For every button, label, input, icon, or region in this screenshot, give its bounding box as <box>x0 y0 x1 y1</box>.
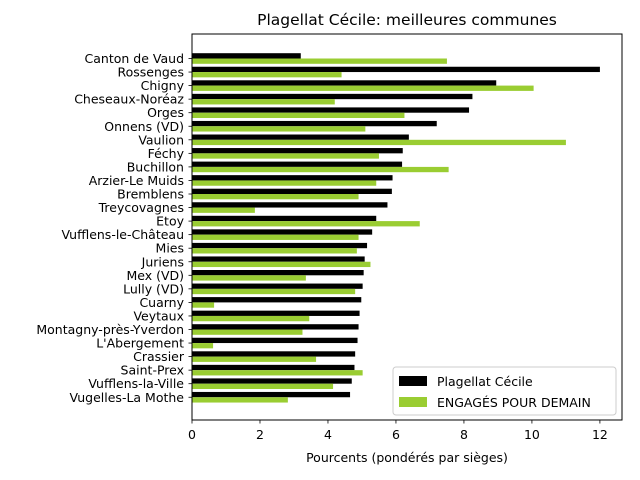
y-tick-label: Cheseaux-Noréaz <box>74 92 184 107</box>
bar-plagellat-23 <box>192 364 355 371</box>
bar-engages-19 <box>192 315 310 322</box>
bar-plagellat-17 <box>192 283 363 289</box>
x-tick-label: 10 <box>524 427 540 442</box>
x-tick-label: 2 <box>256 427 264 442</box>
y-tick-label: Féchy <box>148 146 185 161</box>
legend-swatch-plagellat <box>399 376 427 386</box>
bar-engages-23 <box>192 370 363 376</box>
bar-plagellat-18 <box>192 297 362 303</box>
bar-engages-24 <box>192 383 334 389</box>
bar-engages-13 <box>192 234 359 240</box>
y-tick-label: Juriens <box>141 254 184 269</box>
bar-engages-20 <box>192 329 303 335</box>
y-tick-label: Rossenges <box>117 65 184 80</box>
y-tick-label: Saint-Prex <box>121 363 184 378</box>
x-tick-label: 12 <box>592 427 608 442</box>
bar-plagellat-13 <box>192 229 373 235</box>
y-tick-label: Onnens (VD) <box>104 119 184 134</box>
y-tick-label: Canton de Vaud <box>85 51 184 66</box>
bar-engages-3 <box>192 99 335 105</box>
y-tick-label: Mex (VD) <box>126 268 184 283</box>
y-tick-label: Bremblens <box>117 187 184 202</box>
bar-plagellat-5 <box>192 120 437 127</box>
x-axis-title: Pourcents (pondérés par sièges) <box>306 450 508 465</box>
y-tick-label: Chigny <box>141 78 185 93</box>
chart-title: Plagellat Cécile: meilleures communes <box>257 11 557 29</box>
axes-frame <box>191 33 623 421</box>
bar-plagellat-12 <box>192 215 377 222</box>
bar-engages-0 <box>192 58 447 64</box>
bar-engages-5 <box>192 126 366 132</box>
bar-plagellat-11 <box>192 202 388 208</box>
bar-engages-12 <box>192 221 420 227</box>
x-axis: 0 2 4 6 8 10 12 <box>188 420 608 442</box>
bar-plagellat-21 <box>192 337 358 344</box>
y-tick-label: Arzier-Le Muids <box>89 173 184 188</box>
bar-plagellat-24 <box>192 378 352 384</box>
bar-plagellat-20 <box>192 324 359 330</box>
bar-plagellat-19 <box>192 310 360 316</box>
legend-label-engages: ENGAGÉS POUR DEMAIN <box>437 395 591 410</box>
bar-engages-15 <box>192 261 371 268</box>
bar-engages-17 <box>192 288 356 295</box>
bar-plagellat-4 <box>192 107 470 113</box>
y-tick-label: Treycovagnes <box>98 200 184 215</box>
bar-plagellat-14 <box>192 242 368 249</box>
y-tick-label: Lully (VD) <box>123 281 184 296</box>
bar-plagellat-6 <box>192 134 409 140</box>
bar-plagellat-2 <box>192 80 497 86</box>
legend-swatch-engages <box>399 397 427 407</box>
bar-engages-11 <box>192 207 255 213</box>
x-tick-label: 8 <box>460 427 468 442</box>
bar-plagellat-7 <box>192 148 403 154</box>
bar-engages-21 <box>192 343 214 349</box>
bar-engages-7 <box>192 153 379 159</box>
legend-label-plagellat: Plagellat Cécile <box>437 374 533 389</box>
y-tick-label: Vufflens-le-Château <box>61 227 184 242</box>
bar-plagellat-25 <box>192 391 351 398</box>
y-tick-label: Orges <box>147 105 184 120</box>
bar-engages-6 <box>192 139 566 146</box>
bar-engages-4 <box>192 112 405 118</box>
y-axis: Canton de VaudRossengesChignyCheseaux-No… <box>36 51 192 405</box>
bar-plagellat-15 <box>192 256 365 262</box>
legend: Plagellat Cécile ENGAGÉS POUR DEMAIN <box>392 366 617 416</box>
bar-engages-8 <box>192 166 449 173</box>
bar-plagellat-16 <box>192 270 364 276</box>
plot-area <box>192 53 600 403</box>
bar-engages-18 <box>192 302 215 308</box>
bar-engages-10 <box>192 194 359 200</box>
x-tick-label: 4 <box>324 427 332 442</box>
bar-plagellat-1 <box>192 66 600 73</box>
bar-engages-1 <box>192 72 342 78</box>
bar-plagellat-22 <box>192 351 356 357</box>
y-tick-label: Cuarny <box>139 295 184 310</box>
bar-plagellat-0 <box>192 53 301 59</box>
bar-plagellat-10 <box>192 188 392 194</box>
bar-plagellat-3 <box>192 93 473 100</box>
y-tick-label: Vaulion <box>138 132 184 147</box>
y-tick-label: Mies <box>156 241 184 256</box>
y-tick-label: Montagny-près-Yverdon <box>36 322 184 337</box>
bar-engages-25 <box>192 397 288 403</box>
y-tick-label: Etoy <box>156 214 184 229</box>
bar-engages-22 <box>192 356 317 362</box>
y-tick-label: Vufflens-la-Ville <box>88 376 184 391</box>
y-tick-label: L'Abergement <box>96 336 184 351</box>
y-tick-label: Vugelles-La Mothe <box>70 390 185 405</box>
y-tick-label: Buchillon <box>127 159 184 174</box>
bar-engages-14 <box>192 248 357 254</box>
bar-plagellat-8 <box>192 161 403 167</box>
x-tick-label: 0 <box>188 427 196 442</box>
bar-engages-9 <box>192 180 377 186</box>
legend-frame <box>392 366 617 416</box>
bar-plagellat-9 <box>192 175 393 181</box>
bar-engages-16 <box>192 275 306 281</box>
y-tick-label: Crassier <box>133 349 185 364</box>
y-tick-label: Veytaux <box>133 308 184 323</box>
x-tick-label: 6 <box>392 427 400 442</box>
bar-engages-2 <box>192 85 534 91</box>
